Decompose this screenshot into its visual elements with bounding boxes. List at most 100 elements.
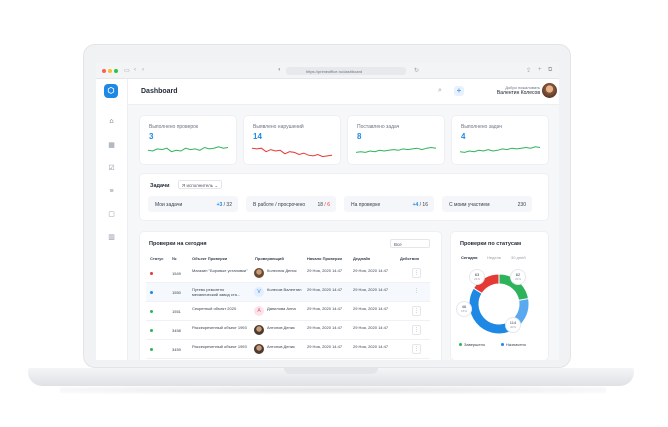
reload-icon[interactable]: ↻ <box>414 68 420 74</box>
chat-icon[interactable]: ▢ <box>108 211 115 218</box>
col-header-inspector[interactable]: Проверяющий <box>255 256 284 261</box>
row-actions-button[interactable]: ⋮ <box>412 325 421 335</box>
task-on-review[interactable]: На проверке +4 / 16 <box>344 196 434 212</box>
tab-30-days[interactable]: 30 дней <box>511 255 526 260</box>
inspector-avatar <box>254 268 264 278</box>
back-arrow-icon[interactable]: ‹ <box>134 67 136 73</box>
col-header-status[interactable]: Статус <box>150 256 164 261</box>
app-logo-icon[interactable]: ⬡ <box>104 84 118 98</box>
close-window-dot[interactable] <box>102 69 106 73</box>
row-object[interactable]: Рассекреченный объект 1993 <box>192 344 247 349</box>
filter-select-value: Все <box>394 242 402 247</box>
tab-week[interactable]: Неделя <box>487 255 501 260</box>
task-accent: +4 <box>412 202 419 208</box>
role-select-value: Я исполнитель <box>182 183 214 188</box>
status-dot <box>150 329 153 332</box>
checklist-icon[interactable]: ☑ <box>108 165 115 172</box>
task-in-progress[interactable]: В работе / просрочено 18 / 6 <box>246 196 336 212</box>
status-dot <box>150 291 153 294</box>
table-row[interactable]: 1550 Путево ремонтно механический завод … <box>146 283 430 302</box>
filter-select[interactable]: Все <box>390 239 430 248</box>
status-dot <box>150 272 153 275</box>
calendar-icon[interactable]: ▦ <box>108 142 115 149</box>
share-icon[interactable]: ⇪ <box>526 68 532 74</box>
inspector-avatar <box>254 325 264 335</box>
search-icon[interactable]: ⌕ <box>438 87 442 94</box>
task-label: В работе / просрочено <box>253 202 306 208</box>
url-bar[interactable]: https://primeoffice.ru/dashboard <box>286 67 406 75</box>
row-object[interactable]: Магазин "Боровые установки" <box>192 268 248 273</box>
table-row[interactable]: 3459 Рассекреченный объект 1993 Антонов … <box>146 340 430 359</box>
col-header-start[interactable]: Начало Проверки <box>307 256 342 261</box>
page-title: Dashboard <box>141 88 178 95</box>
stat-value: 14 <box>253 132 262 141</box>
row-object[interactable]: Путево ремонтно механический завод ста..… <box>192 287 241 297</box>
task-rest: / 32 <box>222 202 232 208</box>
row-deadline: 29 Ноя, 2020 14:47 <box>353 344 389 349</box>
chevron-down-icon: ⌄ <box>214 183 219 188</box>
row-start: 29 Ноя, 2020 14:47 <box>307 325 343 330</box>
legend-assigned: Назначено <box>501 342 526 347</box>
row-actions-button[interactable]: ⋮ <box>412 268 421 278</box>
row-start: 29 Ноя, 2020 14:47 <box>307 306 343 311</box>
tabs-overview-icon[interactable]: ⧉ <box>548 67 553 73</box>
task-rest: 230 <box>517 202 526 208</box>
home-icon[interactable]: ⌂ <box>109 118 114 125</box>
task-value: 230 <box>518 202 526 208</box>
new-tab-icon[interactable]: + <box>538 67 542 73</box>
status-dot <box>150 348 153 351</box>
col-header-number[interactable]: № <box>172 256 177 261</box>
row-deadline: 29 Ноя, 2020 14:47 <box>353 268 389 273</box>
status-donut-card: Проверки по статусам Сегодня Неделя 30 д… <box>451 232 548 360</box>
inspector-avatar <box>254 344 264 354</box>
forward-arrow-icon[interactable]: › <box>142 67 144 73</box>
tab-today[interactable]: Сегодня <box>461 255 478 260</box>
add-button[interactable]: + <box>454 86 464 96</box>
task-rest: / 16 <box>418 202 428 208</box>
browser-toolbar: ▭ ‹ › ◐ https://primeoffice.ru/dashboard… <box>96 63 559 79</box>
table-row[interactable]: 3458 Рассекреченный объект 1993 Антонов … <box>146 321 430 340</box>
inspector-avatar: V <box>254 287 264 297</box>
stat-sparkline <box>252 147 332 158</box>
legend-dot <box>501 343 504 347</box>
list-icon[interactable]: ≡ <box>109 188 114 195</box>
tasks-title: Задачи <box>150 183 170 189</box>
task-label: На проверке <box>351 202 381 208</box>
checks-table-card: Проверки на сегодня Все Статус № Объект … <box>140 232 441 360</box>
row-actions-button[interactable]: ⋮ <box>412 306 421 316</box>
row-actions-button[interactable]: ⋮ <box>414 288 419 294</box>
row-inspector: Колесов Валентин <box>267 287 302 292</box>
tasks-card: Задачи Я исполнитель ⌄ Мои задачи +3 / 3… <box>140 174 548 220</box>
minimize-window-dot[interactable] <box>108 69 112 73</box>
user-avatar[interactable] <box>542 83 557 98</box>
maximize-window-dot[interactable] <box>114 69 118 73</box>
row-object[interactable]: Рассекреченный объект 1993 <box>192 325 247 330</box>
row-deadline: 29 Ноя, 2020 14:47 <box>353 306 389 311</box>
table-row[interactable]: 1549 Магазин "Боровые установки" Колесни… <box>146 264 430 283</box>
donut-label-pending: 62 22% <box>511 270 525 284</box>
stat-card-checks-done: Выполнено проверок 3 <box>140 116 236 164</box>
row-object[interactable]: Секретный объект 2020 <box>192 306 237 311</box>
task-value: +4 / 16 <box>413 202 428 208</box>
row-start: 29 Ноя, 2020 14:47 <box>307 268 343 273</box>
stat-value: 8 <box>357 132 362 141</box>
row-inspector: Антонов Денис <box>267 344 295 349</box>
stat-label: Выявлено нарушений <box>253 124 304 130</box>
table-row[interactable]: 1551 Секретный объект 2020 A Данилова Ан… <box>146 302 430 321</box>
row-inspector: Антонов Денис <box>267 325 295 330</box>
status-dot <box>150 310 153 313</box>
role-select[interactable]: Я исполнитель ⌄ <box>178 180 222 189</box>
laptop-base <box>28 368 634 386</box>
task-my-tasks[interactable]: Мои задачи +3 / 32 <box>148 196 238 212</box>
donut-title: Проверки по статусам <box>460 241 522 247</box>
row-actions-button[interactable]: ⋮ <box>412 344 421 354</box>
donut-segment[interactable] <box>468 287 511 335</box>
col-header-object[interactable]: Объект Проверки <box>192 256 228 261</box>
legend-completed: Завершено <box>459 342 485 347</box>
task-with-me[interactable]: С моим участием 230 <box>442 196 532 212</box>
bar-chart-icon[interactable]: ▥ <box>108 234 115 241</box>
row-inspector: Данилова Анна <box>267 306 296 311</box>
legend-dot <box>459 343 462 347</box>
col-header-deadline[interactable]: Дедлайн <box>353 256 371 261</box>
sidebar-toggle-icon[interactable]: ▭ <box>124 68 130 74</box>
